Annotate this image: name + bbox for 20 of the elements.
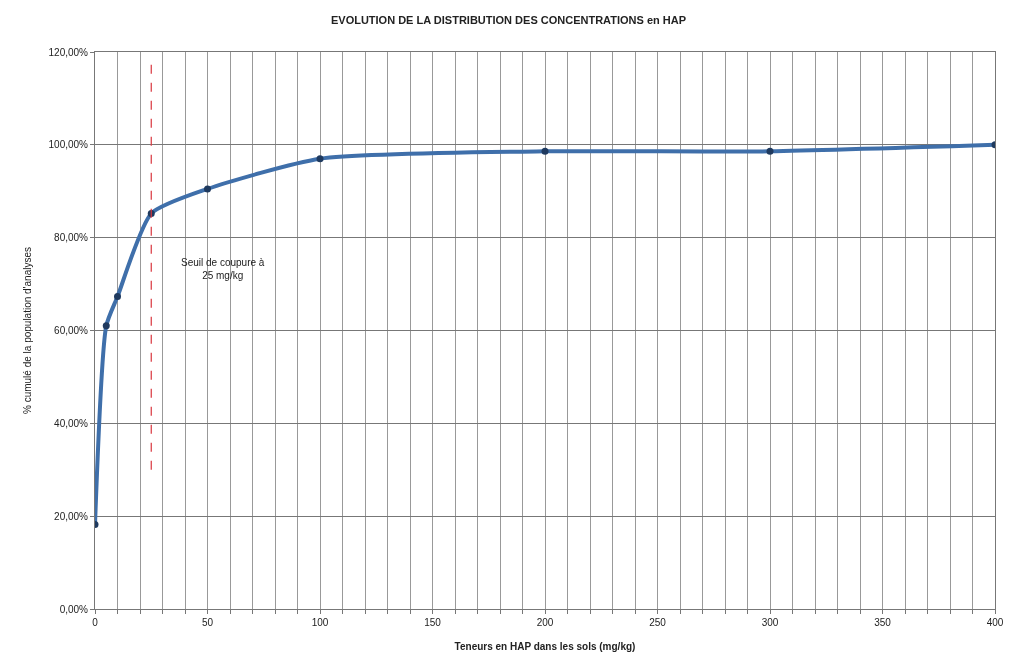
y-tick-label: 60,00%	[54, 325, 89, 336]
x-tick-label: 200	[536, 617, 554, 628]
x-tick-label: 300	[761, 617, 779, 628]
y-tick-label: 80,00%	[54, 232, 89, 244]
x-tick-label: 0	[92, 617, 99, 628]
x-tick-label: 400	[986, 617, 1004, 628]
y-tick-label: 40,00%	[54, 417, 89, 429]
y-tick-label: 100,00%	[48, 139, 89, 151]
y-axis-title: % cumulé de la population d'analyses	[21, 246, 33, 415]
y-tick-label: 120,00%	[48, 46, 89, 58]
ref-line-label: Seuil de coupure à 25 mg/kg	[181, 257, 265, 281]
x-tick-label: 250	[649, 617, 667, 628]
x-tick-label: 350	[874, 617, 892, 628]
chart-title: EVOLUTION DE LA DISTRIBUTION DES CONCENTRATIONS en HAP	[330, 14, 687, 27]
x-tick-label: 100	[311, 617, 329, 628]
x-tick-label: 150	[424, 617, 442, 628]
y-tick-label: 20,00%	[54, 510, 89, 522]
x-axis-title: Teneurs en HAP dans les sols (mg/kg)	[454, 640, 636, 652]
y-tick-label: 0,00%	[59, 603, 89, 615]
x-tick-label: 50	[201, 617, 214, 628]
